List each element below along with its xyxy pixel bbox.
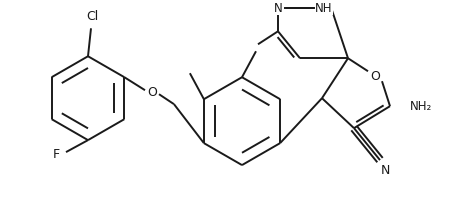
- Text: O: O: [147, 86, 156, 99]
- Text: NH: NH: [314, 2, 332, 15]
- Text: N: N: [379, 164, 389, 176]
- Text: NH₂: NH₂: [409, 100, 431, 113]
- Text: F: F: [52, 148, 60, 161]
- Text: Cl: Cl: [86, 10, 98, 23]
- Text: N: N: [273, 2, 282, 15]
- Text: O: O: [369, 70, 379, 83]
